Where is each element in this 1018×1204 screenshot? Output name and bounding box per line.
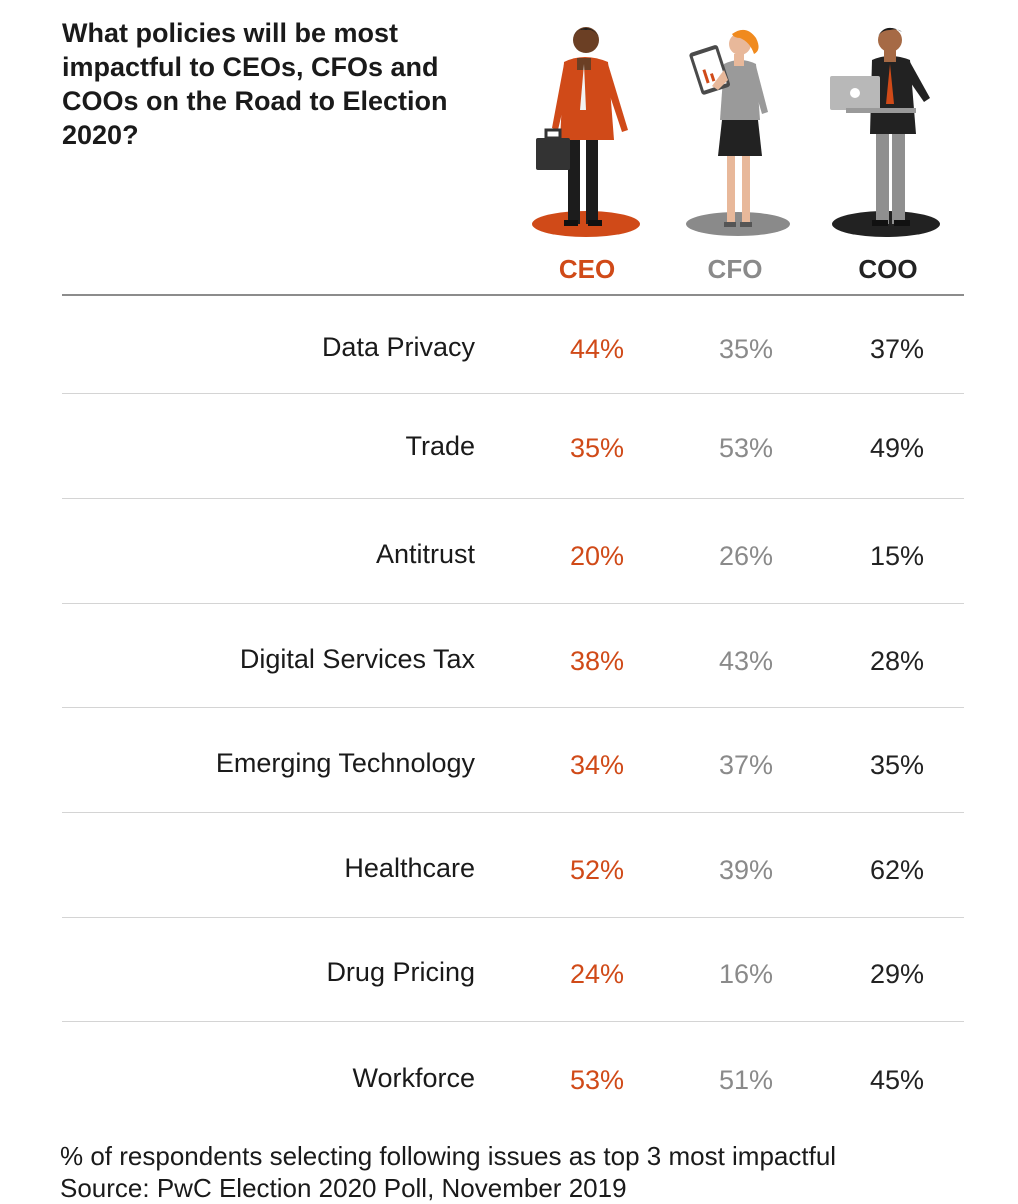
column-header-ceo: CEO — [558, 254, 616, 284]
row-label: Trade — [405, 431, 475, 461]
header-rule — [62, 294, 964, 296]
row-label: Emerging Technology — [215, 748, 475, 778]
value-cell-ceo: 38% — [569, 646, 625, 676]
row-divider — [62, 1021, 964, 1022]
value-cell-cfo: 39% — [718, 855, 774, 885]
row-divider — [62, 603, 964, 604]
value-cell-coo: 29% — [869, 959, 925, 989]
footnote-description: % of respondents selecting following iss… — [60, 1141, 837, 1171]
footnote-source: Source: PwC Election 2020 Poll, November… — [60, 1173, 627, 1203]
row-divider — [62, 498, 964, 499]
value-cell-cfo: 43% — [718, 646, 774, 676]
value-cell-cfo: 51% — [718, 1065, 774, 1095]
row-label: Workforce — [352, 1063, 475, 1093]
row-label: Digital Services Tax — [239, 644, 475, 674]
value-cell-ceo: 24% — [569, 959, 625, 989]
ceo-figure-icon — [532, 27, 640, 237]
row-label: Data Privacy — [321, 332, 475, 362]
row-label: Drug Pricing — [326, 957, 475, 987]
value-cell-cfo: 16% — [718, 959, 774, 989]
row-divider — [62, 917, 964, 918]
coo-figure-icon — [830, 27, 940, 237]
value-cell-coo: 49% — [869, 433, 925, 463]
column-header-cfo: CFO — [707, 254, 763, 284]
value-cell-coo: 28% — [869, 646, 925, 676]
chart-title: What policies will be most impactful to … — [62, 18, 448, 150]
value-cell-cfo: 37% — [718, 750, 774, 780]
footnote: % of respondents selecting following iss… — [60, 1140, 1000, 1204]
value-cell-ceo: 35% — [569, 433, 625, 463]
value-cell-coo: 37% — [869, 334, 925, 364]
value-cell-coo: 35% — [869, 750, 925, 780]
value-cell-cfo: 35% — [718, 334, 774, 364]
value-cell-cfo: 26% — [718, 541, 774, 571]
value-cell-ceo: 44% — [569, 334, 625, 364]
value-cell-coo: 15% — [869, 541, 925, 571]
value-cell-ceo: 20% — [569, 541, 625, 571]
value-cell-ceo: 53% — [569, 1065, 625, 1095]
row-divider — [62, 393, 964, 394]
value-cell-cfo: 53% — [718, 433, 774, 463]
value-cell-coo: 62% — [869, 855, 925, 885]
row-divider — [62, 707, 964, 708]
cfo-figure-icon — [686, 29, 790, 236]
value-cell-coo: 45% — [869, 1065, 925, 1095]
row-label: Healthcare — [344, 853, 475, 883]
value-cell-ceo: 34% — [569, 750, 625, 780]
value-cell-ceo: 52% — [569, 855, 625, 885]
row-label: Antitrust — [375, 539, 475, 569]
row-divider — [62, 812, 964, 813]
column-header-coo: COO — [858, 254, 918, 284]
